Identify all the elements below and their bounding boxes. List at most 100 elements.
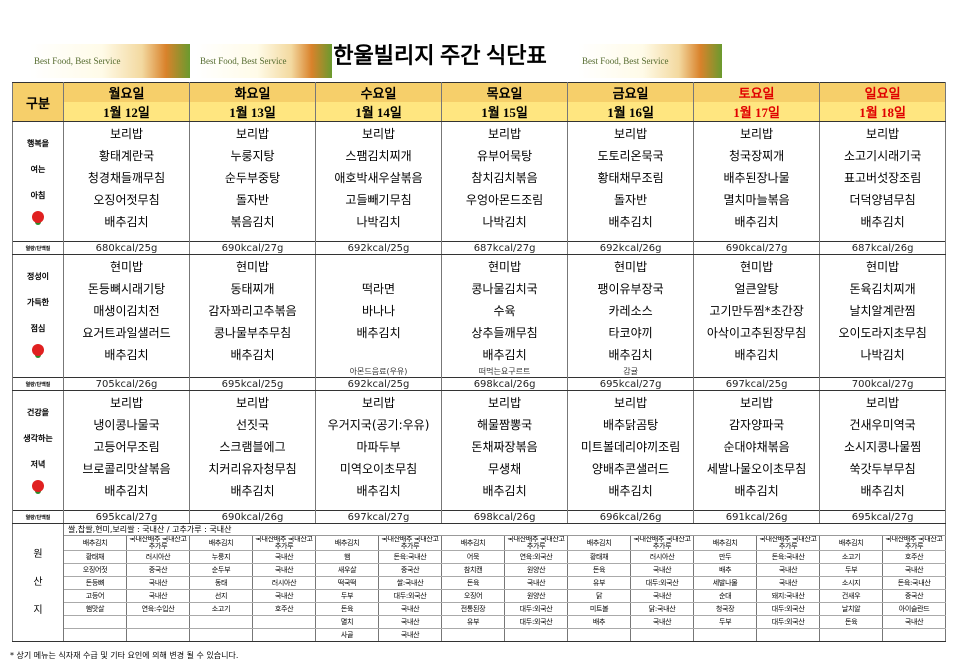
origin-item: 배추: [567, 615, 632, 629]
menu-item: 감자양파국: [693, 413, 821, 435]
menu-item: 보리밥: [819, 121, 947, 144]
menu-item: 배추김치: [819, 210, 947, 232]
origin-country: 대두:외국산: [504, 615, 569, 629]
origin-country: 러시아산: [630, 550, 695, 564]
menu-item: 보리밥: [315, 121, 443, 144]
origin-country: 닭:국내산: [630, 602, 695, 616]
menu-item: 황태채무조림: [567, 166, 695, 188]
origin-country: 중국산: [882, 589, 947, 603]
menu-item: 감자꽈리고추볶음: [189, 299, 317, 321]
origin-item: 순대: [693, 589, 758, 603]
menu-item: 스크램블에그: [189, 435, 317, 457]
row: 배추김치 국내산배추 국내산고추가루 배추김치 국내산배추 국내산고추가루 배추김치 국내…: [13, 535, 947, 551]
meal-label-line: 행복을: [26, 139, 50, 148]
row: 돈등뼈 국내산 동태 러시아산 떡국떡 쌀:국내산 돈육 국내산 유부 대두:외국산 세발나물 국내산…: [13, 576, 947, 590]
origin-country: 국내산배추 국내산고추가루: [756, 535, 821, 551]
menu-item: 표고버섯장조림: [819, 166, 947, 188]
menu-item: 우거지국(공기:우유): [315, 413, 443, 435]
origin-item: 두부: [315, 589, 380, 603]
menu-item: 배추김치: [441, 479, 569, 501]
day-date: 1월 17일: [693, 102, 821, 122]
origin-item: 돈육: [441, 576, 506, 590]
menu-item: 현미밥: [189, 254, 317, 277]
menu-item: 떡라면: [315, 277, 443, 299]
origin-item: 누룽지: [189, 550, 254, 564]
kcal: 692kcal/25g: [315, 377, 443, 391]
origin-country: 원양산: [504, 589, 569, 603]
menu-item: 동태찌개: [189, 277, 317, 299]
meal-label: 행복을 여는 아침: [12, 121, 64, 232]
menu-item: 배추김치: [567, 479, 695, 501]
menu-item: 돈육김치찌개: [819, 277, 947, 299]
menu-item: 매생이김치전: [62, 299, 191, 321]
origin-country: 원양산: [504, 563, 569, 577]
flower-icon: [32, 211, 44, 223]
origin-item: 만두: [693, 550, 758, 564]
spacer: [315, 501, 443, 511]
day-date: 1월 13일: [189, 102, 317, 122]
menu-item: 콩나물부추무침: [189, 321, 317, 343]
menu-item: 보리밥: [819, 390, 947, 413]
origin-country: 호주산: [252, 602, 317, 616]
row: 정성이 가득한 점심 현미밥 현미밥 현미밥 현미밥 현미밥 현미밥: [12, 254, 947, 365]
row: [12, 501, 947, 511]
menu-item: 유부어묵탕: [441, 144, 569, 166]
origin-item: 배추김치: [567, 535, 632, 551]
meal-label-line: 정성이: [26, 272, 50, 281]
origin-country: [882, 628, 947, 642]
menu-item: 볶음김치: [189, 210, 317, 232]
kcal: 687kcal/27g: [441, 241, 569, 255]
banner: Best Food, Best Service: [578, 44, 722, 78]
origin-country: 국내산: [882, 615, 947, 629]
meal-label-line: 아침: [30, 191, 46, 200]
origin-item: 두부: [693, 615, 758, 629]
origin-country: 연육:외국산: [504, 550, 569, 564]
row: 매생이김치전 감자꽈리고추볶음 바나나 수육 카레소스 고기만두찜*초간장 날치알계란찜: [13, 299, 947, 321]
extra-item: 감귤: [567, 365, 695, 378]
origin-country: 국내산배추 국내산고추가루: [378, 535, 443, 551]
kcal: 690kcal/27g: [693, 241, 821, 255]
origin-item: 배추김치: [693, 535, 758, 551]
day-name: 금요일: [567, 82, 695, 102]
menu-item: 세발나물오이초무침: [693, 457, 821, 479]
spacer: [441, 232, 569, 242]
kcal-label: 열량/단백질: [12, 510, 64, 524]
kcal: 698kcal/26g: [441, 510, 569, 524]
origin-item: 돈육: [567, 563, 632, 577]
origin-country: [125, 628, 191, 642]
menu-item: 보리밥: [441, 390, 569, 413]
origin-item: 선지: [189, 589, 254, 603]
origin-country: 쌀:국내산: [378, 576, 443, 590]
kcal: 690kcal/27g: [189, 241, 317, 255]
day-name: 화요일: [189, 82, 317, 102]
origin-country: 대두:외국산: [378, 589, 443, 603]
menu-item: 아삭이고추된장무침: [693, 321, 821, 343]
menu-item: 보리밥: [315, 390, 443, 413]
menu-item: [315, 254, 443, 277]
origin-item: 배추김치: [819, 535, 884, 551]
menu-item: 우엉아몬드조림: [441, 188, 569, 210]
origin-item: 동태: [189, 576, 254, 590]
origin-item: 청국장: [693, 602, 758, 616]
menu-item: 상추들깨무침: [441, 321, 569, 343]
row: 브로콜리맛살볶음 치커리유자청무침 미역오이초무침 무생채 양배추콘샐러드 세발나물오이초…: [13, 457, 947, 479]
origin-country: 호주산: [882, 550, 947, 564]
kcal: 695kcal/25g: [189, 377, 317, 391]
row: 배추김치 볶음김치 나박김치 나박김치 배추김치 배추김치 배추김치: [13, 210, 947, 232]
menu-item: 현미밥: [567, 254, 695, 277]
kcal: 700kcal/27g: [819, 377, 947, 391]
menu-item: 배추김치: [62, 210, 191, 232]
spacer: [441, 501, 569, 511]
origin-country: 국내산: [125, 589, 191, 603]
kcal: 695kcal/27g: [567, 377, 695, 391]
menu-item: 냉이콩나물국: [62, 413, 191, 435]
menu-item: 보리밥: [62, 390, 191, 413]
day-date: 1월 18일: [819, 102, 947, 122]
day-date: 1월 12일: [62, 102, 191, 122]
day-name: 목요일: [441, 82, 569, 102]
origin-country: 국내산배추 국내산고추가루: [504, 535, 569, 551]
origin-country: [252, 615, 317, 629]
kcal: 697kcal/25g: [693, 377, 821, 391]
origin-country: 연육:수입산: [125, 602, 191, 616]
